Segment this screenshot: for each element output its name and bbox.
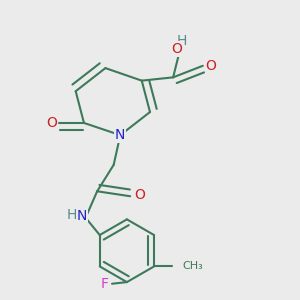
Text: O: O — [171, 42, 182, 56]
Text: O: O — [135, 188, 146, 202]
Text: N: N — [115, 128, 125, 142]
Text: N: N — [77, 209, 88, 223]
Text: H: H — [67, 208, 77, 222]
Text: H: H — [176, 34, 187, 48]
Text: O: O — [206, 59, 217, 73]
Text: F: F — [101, 277, 109, 291]
Text: CH₃: CH₃ — [183, 261, 203, 272]
Text: O: O — [46, 116, 57, 130]
